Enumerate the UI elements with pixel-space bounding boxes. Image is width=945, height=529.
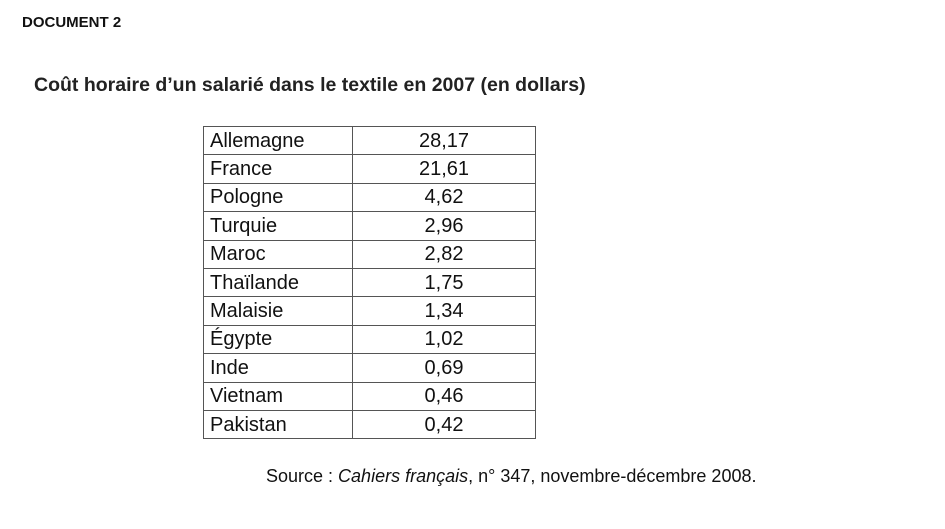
country-cell: Vietnam	[203, 381, 353, 411]
value-cell: 21,61	[352, 154, 536, 184]
country-cell: Malaisie	[203, 296, 353, 326]
value-cell: 1,02	[352, 324, 536, 355]
value-cell: 1,75	[352, 267, 536, 298]
value-cell: 4,62	[352, 182, 536, 213]
table-body: Allemagne 28,17 France 21,61 Pologne 4,62 Turq…	[203, 125, 536, 440]
table-row: Inde 0,69	[203, 353, 536, 383]
value-cell: 1,34	[352, 296, 536, 326]
country-cell: Allemagne	[203, 125, 353, 156]
country-cell: Pologne	[203, 182, 353, 213]
table-row: Thaïlande 1,75	[203, 267, 536, 298]
country-cell: Égypte	[203, 324, 353, 355]
country-cell: Inde	[203, 353, 353, 383]
table-row: Turquie 2,96	[203, 211, 536, 241]
value-cell: 28,17	[352, 125, 536, 156]
table-row: France 21,61	[203, 154, 536, 184]
document-label: DOCUMENT 2	[22, 14, 122, 31]
country-cell: Thaïlande	[203, 267, 353, 298]
value-cell: 2,96	[352, 211, 536, 241]
source-note: Source : Cahiers français, n° 347, novem…	[266, 466, 756, 487]
value-cell: 0,46	[352, 381, 536, 411]
table-row: Malaisie 1,34	[203, 296, 536, 326]
source-prefix: Source :	[266, 466, 339, 486]
value-cell: 0,42	[352, 409, 536, 440]
value-cell: 0,69	[352, 353, 536, 383]
country-cell: Pakistan	[203, 409, 353, 440]
value-cell: 2,82	[352, 239, 536, 269]
table-row: Allemagne 28,17	[203, 125, 536, 156]
country-cell: Turquie	[203, 211, 353, 241]
table-row: Maroc 2,82	[203, 239, 536, 269]
country-cell: France	[203, 154, 353, 184]
source-publication: Cahiers français	[338, 466, 469, 486]
table-row: Pakistan 0,42	[203, 409, 536, 440]
country-cell: Maroc	[203, 239, 353, 269]
table-row: Pologne 4,62	[203, 182, 536, 213]
data-table: Allemagne 28,17 France 21,61 Pologne 4,62 Turq…	[203, 125, 536, 440]
table-row: Vietnam 0,46	[203, 381, 536, 411]
document-title: Coût horaire d’un salarié dans le textil…	[34, 74, 586, 96]
source-details: , n° 347, novembre-décembre 2008.	[468, 466, 757, 486]
table-row: Égypte 1,02	[203, 324, 536, 355]
